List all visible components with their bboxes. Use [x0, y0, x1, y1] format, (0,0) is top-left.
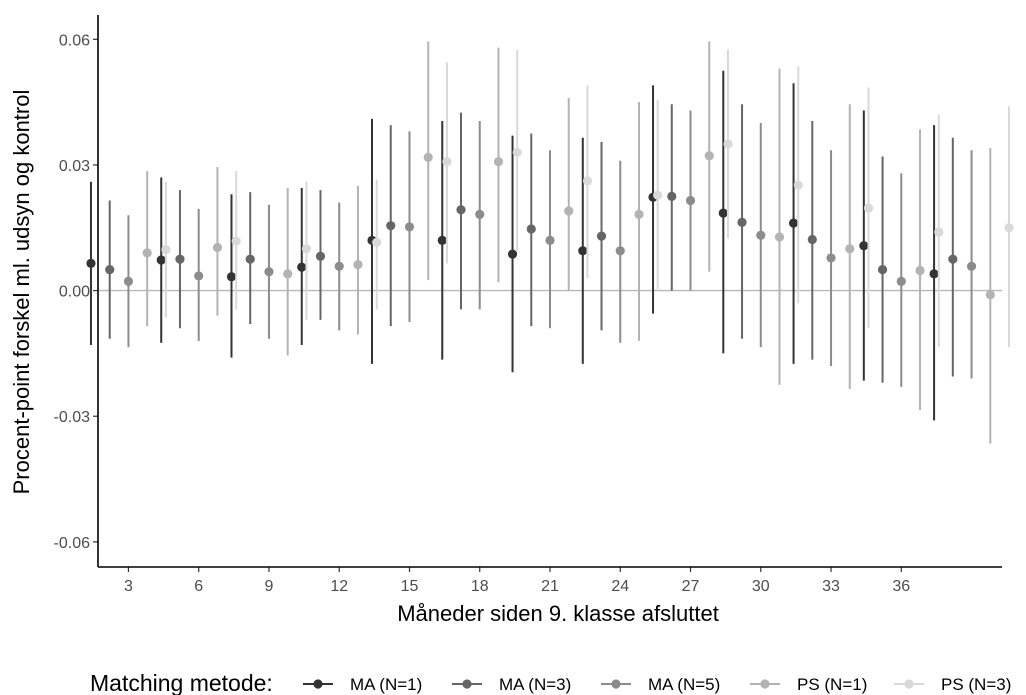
data-point: [1004, 223, 1014, 233]
data-point: [877, 265, 888, 275]
legend-label: MA (N=5): [648, 675, 720, 694]
data-point: [386, 221, 396, 231]
x-tick-label: 6: [194, 578, 203, 595]
data-point: [475, 209, 485, 219]
data-point: [264, 267, 274, 277]
data-point: [493, 156, 504, 167]
x-tick-label: 12: [330, 578, 348, 595]
legend: Matching metode: MA (N=1) MA (N=3) MA (N=5…: [90, 670, 1011, 695]
x-tick-label: 27: [682, 578, 700, 595]
data-point: [667, 191, 677, 201]
data-point: [863, 203, 874, 213]
data-point: [297, 262, 307, 272]
data-point: [934, 227, 944, 237]
data-point: [915, 265, 925, 276]
data-point: [142, 248, 152, 258]
data-point: [442, 156, 452, 167]
data-point: [507, 249, 518, 259]
data-point: [596, 231, 607, 241]
x-tick-label: 15: [401, 578, 419, 595]
data-point: [966, 261, 977, 271]
legend-key-point: [904, 679, 914, 689]
data-point: [718, 208, 728, 218]
data-point: [123, 276, 134, 286]
legend-title: Matching metode:: [90, 670, 273, 695]
data-point: [226, 272, 237, 282]
data-point: [615, 246, 625, 256]
x-tick-label: 3: [124, 578, 133, 595]
y-tick-label: 0.03: [59, 158, 90, 175]
data-point: [737, 217, 747, 227]
legend-key-point: [313, 679, 323, 689]
data-point: [774, 232, 785, 242]
data-point: [704, 151, 714, 161]
data-point: [896, 276, 906, 286]
plot-area: 0.060.030.00-0.03-0.063 6 9 12 15 18 21 24 27 30 3…: [54, 15, 1014, 595]
data-point: [859, 241, 869, 251]
data-point: [372, 237, 382, 248]
data-point: [334, 261, 344, 271]
data-point: [105, 265, 115, 275]
data-point: [283, 269, 293, 279]
data-point: [212, 242, 223, 253]
data-point: [512, 147, 522, 157]
data-point: [634, 209, 644, 219]
legend-label: PS (N=3): [941, 675, 1011, 694]
data-point: [86, 258, 96, 268]
data-point: [301, 244, 312, 254]
data-point: [788, 218, 799, 228]
y-tick-label: -0.06: [54, 535, 91, 552]
data-point: [564, 206, 574, 216]
data-point: [315, 251, 326, 261]
x-tick-label: 30: [752, 578, 770, 595]
data-point: [423, 152, 433, 162]
x-tick-label: 33: [822, 578, 840, 595]
data-point: [353, 260, 363, 270]
legend-items: MA (N=1) MA (N=3) MA (N=5) PS (N=1) PS (N=3): [303, 675, 1011, 694]
data-point: [526, 224, 536, 234]
data-point: [578, 246, 588, 256]
data-point: [437, 235, 447, 245]
x-tick-label: 36: [892, 578, 910, 595]
legend-key-point: [462, 679, 472, 689]
y-axis-title: Procent-point forskel ml. udsyn og kontr…: [9, 90, 34, 495]
x-tick-label: 9: [265, 578, 274, 595]
data-point: [156, 255, 166, 265]
data-point: [582, 176, 593, 186]
data-point: [807, 234, 817, 245]
data-point: [723, 139, 733, 149]
data-point: [756, 230, 766, 240]
data-point: [404, 222, 415, 232]
data-point: [175, 254, 185, 264]
legend-label: MA (N=3): [499, 675, 571, 694]
legend-key-point: [760, 679, 770, 689]
data-point: [456, 205, 466, 215]
data-point: [161, 244, 171, 255]
x-tick-label: 24: [611, 578, 629, 595]
legend-key-point: [611, 679, 621, 689]
data-point: [845, 244, 855, 254]
x-tick-label: 18: [471, 578, 489, 595]
data-point: [929, 269, 939, 279]
x-axis-title: Måneder siden 9. klasse afsluttet: [397, 601, 719, 626]
data-point: [545, 235, 555, 245]
data-point: [826, 253, 836, 263]
legend-label: MA (N=1): [350, 675, 422, 694]
data-point: [194, 271, 204, 281]
data-point: [245, 254, 255, 264]
data-point: [948, 254, 958, 264]
legend-label: PS (N=1): [797, 675, 867, 694]
data-point: [793, 180, 803, 190]
data-point: [653, 190, 663, 200]
data-point: [985, 290, 995, 300]
y-tick-label: -0.03: [54, 409, 91, 426]
y-tick-label: 0.06: [59, 32, 90, 49]
y-tick-label: 0.00: [59, 284, 90, 301]
x-tick-label: 21: [541, 578, 559, 595]
data-point: [685, 195, 696, 206]
data-point: [231, 236, 241, 246]
